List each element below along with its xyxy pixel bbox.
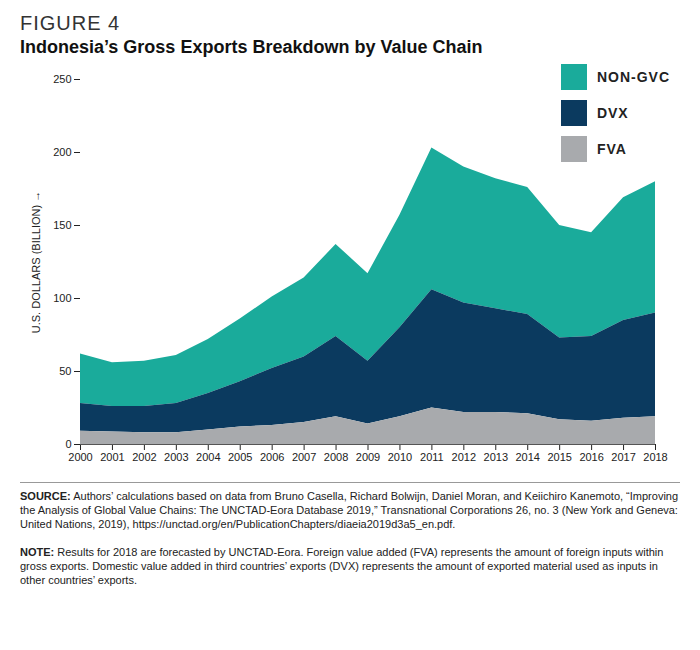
svg-text:2010: 2010: [388, 451, 412, 463]
svg-text:2018: 2018: [643, 451, 667, 463]
html-text:SOURCE: Authors’ calculations: SOURCE: Authors’ calculations based on d…: [20, 490, 679, 530]
svg-text:50: 50: [59, 365, 71, 377]
svg-text:200: 200: [53, 146, 71, 158]
svg-text:0: 0: [65, 438, 71, 450]
html-text:DVX: DVX: [596, 105, 629, 121]
svg-text:2007: 2007: [292, 451, 316, 463]
svg-text:150: 150: [53, 219, 71, 231]
html-text:Indonesia’s Gross Exports Brea: Indonesia’s Gross Exports Breakdown by V…: [20, 37, 483, 57]
svg-text:2015: 2015: [547, 451, 571, 463]
svg-text:250: 250: [53, 73, 71, 85]
svg-text:2012: 2012: [452, 451, 476, 463]
svg-text:2008: 2008: [324, 451, 348, 463]
svg-text:2005: 2005: [228, 451, 252, 463]
html-text:NOTE: Results for 2018 are for: NOTE: Results for 2018 are forecasted by…: [20, 546, 664, 586]
svg-text:2006: 2006: [260, 451, 284, 463]
svg-text:2011: 2011: [420, 451, 444, 463]
svg-text:2002: 2002: [132, 451, 156, 463]
svg-text:2016: 2016: [579, 451, 603, 463]
html-text:FVA: FVA: [596, 141, 627, 157]
svg-text:2014: 2014: [515, 451, 539, 463]
html-text:FIGURE 4: FIGURE 4: [20, 12, 121, 34]
html-text:NON-GVC: NON-GVC: [596, 69, 670, 85]
svg-text:2000: 2000: [68, 451, 92, 463]
svg-text:2013: 2013: [484, 451, 508, 463]
svg-text:2004: 2004: [196, 451, 220, 463]
svg-text:2001: 2001: [100, 451, 124, 463]
svg-text:2017: 2017: [611, 451, 635, 463]
svg-text:U.S. DOLLARS (BILLION) →: U.S. DOLLARS (BILLION) →: [30, 191, 42, 333]
svg-text:2009: 2009: [356, 451, 380, 463]
svg-text:100: 100: [53, 292, 71, 304]
svg-text:2003: 2003: [164, 451, 188, 463]
